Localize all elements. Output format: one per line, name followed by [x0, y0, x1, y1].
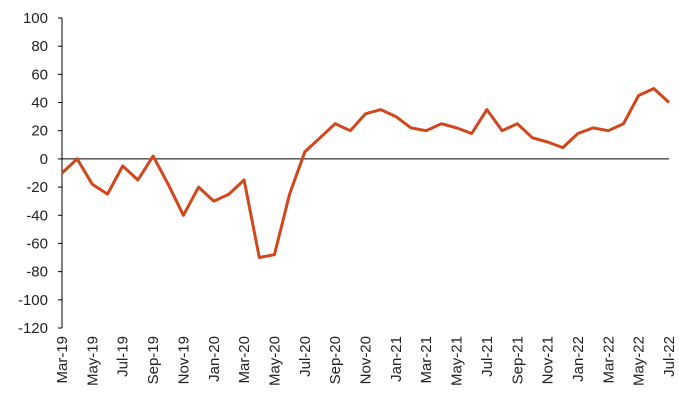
y-axis-ticks: 100 80 60 40 20 0 -20 -40 -60 -80 -100 -120: [18, 10, 62, 337]
y-tick-label: -100: [18, 292, 48, 309]
x-tick-label: May-21: [449, 336, 466, 386]
y-tick-label: 80: [31, 38, 48, 55]
x-tick-label: May-19: [84, 336, 101, 386]
x-tick-label: Jul-19: [115, 336, 132, 377]
x-tick-label: Jan-21: [388, 336, 405, 382]
x-tick-label: Sep-20: [327, 336, 344, 384]
y-tick-label: -120: [18, 320, 48, 337]
y-tick-label: -80: [26, 264, 48, 281]
x-tick-label: Nov-19: [175, 336, 192, 384]
x-tick-label: Nov-20: [358, 336, 375, 384]
x-tick-label: Jul-20: [297, 336, 314, 377]
y-tick-label: -60: [26, 235, 48, 252]
y-tick-label: 60: [31, 66, 48, 83]
x-axis-ticks: Mar-19 May-19 Jul-19 Sep-19 Nov-19 Jan-20 Mar-…: [54, 336, 678, 386]
x-tick-label: Sep-21: [509, 336, 526, 384]
x-tick-label: Mar-21: [418, 336, 435, 384]
y-tick-label: 0: [40, 151, 48, 168]
y-tick-label: -40: [26, 207, 48, 224]
x-tick-label: Jul-21: [479, 336, 496, 377]
x-tick-label: Sep-19: [145, 336, 162, 384]
x-tick-label: Jul-22: [661, 336, 678, 377]
series-line: [60, 87, 671, 259]
x-tick-label: May-20: [266, 336, 283, 386]
y-tick-label: -20: [26, 179, 48, 196]
x-tick-label: May-22: [631, 336, 648, 386]
x-tick-label: Mar-19: [54, 336, 71, 384]
y-tick-label: 20: [31, 123, 48, 140]
x-tick-label: Jan-20: [206, 336, 223, 382]
x-tick-label: Mar-22: [600, 336, 617, 384]
y-tick-label: 40: [31, 95, 48, 112]
x-tick-label: Mar-20: [236, 336, 253, 384]
y-tick-label: 100: [23, 10, 48, 27]
x-tick-label: Nov-21: [540, 336, 557, 384]
x-tick-label: Jan-22: [570, 336, 587, 382]
